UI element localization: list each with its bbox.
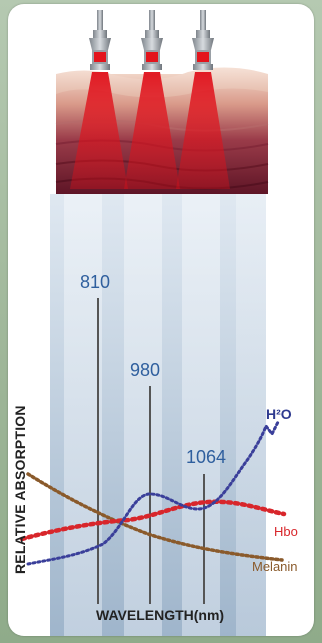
- laser-probe-3: [192, 10, 214, 70]
- x-axis-label: WAVELENGTH(nm): [96, 607, 225, 623]
- laser-probe-1: [89, 10, 111, 70]
- column-strip: [124, 194, 162, 636]
- hbo-curve: [19, 499, 287, 542]
- y-axis-label: RELATIVE ABSORPTION: [12, 405, 28, 574]
- water-curve-label: H²O: [266, 406, 292, 422]
- wavelength-label-810: 810: [80, 272, 111, 292]
- hbo-curve-label: Hbo: [274, 524, 298, 539]
- melanin-curve: [26, 472, 284, 562]
- water-curve: [26, 420, 280, 566]
- column-strip: [182, 194, 220, 636]
- column-strip: [64, 194, 102, 636]
- laser-absorption-diagram: [19, 10, 287, 636]
- laser-beam-1: [70, 72, 128, 189]
- diagram-card: 810 980 1064 H²O Hbo Melanin RELATIVE AB…: [8, 4, 314, 636]
- column-strip: [236, 194, 266, 636]
- laser-beam-2: [124, 72, 180, 189]
- laser-beam-3: [176, 72, 230, 189]
- melanin-curve-label: Melanin: [252, 559, 298, 574]
- wavelength-label-980: 980: [130, 360, 161, 380]
- wavelength-label-1064: 1064: [186, 447, 227, 467]
- laser-probe-2: [141, 10, 163, 70]
